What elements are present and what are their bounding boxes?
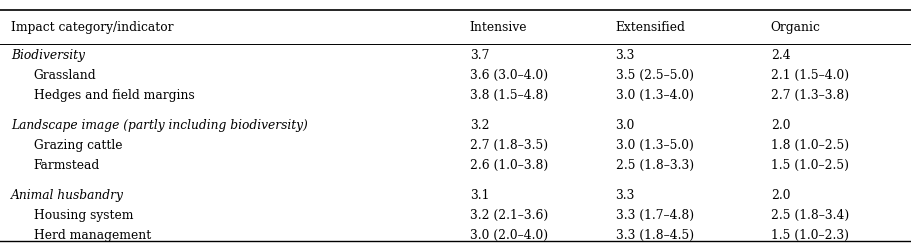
- Text: 3.3: 3.3: [615, 49, 634, 62]
- Text: Organic: Organic: [770, 21, 820, 33]
- Text: 3.2: 3.2: [469, 119, 488, 132]
- Text: Extensified: Extensified: [615, 21, 685, 33]
- Text: Herd management: Herd management: [34, 229, 151, 242]
- Text: Hedges and field margins: Hedges and field margins: [34, 89, 194, 102]
- Text: 3.3 (1.7–4.8): 3.3 (1.7–4.8): [615, 209, 693, 222]
- Text: Impact category/indicator: Impact category/indicator: [11, 21, 173, 33]
- Text: 3.5 (2.5–5.0): 3.5 (2.5–5.0): [615, 69, 693, 82]
- Text: 3.8 (1.5–4.8): 3.8 (1.5–4.8): [469, 89, 548, 102]
- Text: Landscape image (partly including biodiversity): Landscape image (partly including biodiv…: [11, 119, 307, 132]
- Text: Farmstead: Farmstead: [34, 159, 100, 172]
- Text: Biodiversity: Biodiversity: [11, 49, 85, 62]
- Text: Animal husbandry: Animal husbandry: [11, 189, 124, 201]
- Text: Intensive: Intensive: [469, 21, 527, 33]
- Text: 2.6 (1.0–3.8): 2.6 (1.0–3.8): [469, 159, 548, 172]
- Text: 3.6 (3.0–4.0): 3.6 (3.0–4.0): [469, 69, 548, 82]
- Text: 3.3: 3.3: [615, 189, 634, 201]
- Text: 2.7 (1.8–3.5): 2.7 (1.8–3.5): [469, 139, 548, 152]
- Text: 1.5 (1.0–2.5): 1.5 (1.0–2.5): [770, 159, 848, 172]
- Text: 3.0 (1.3–4.0): 3.0 (1.3–4.0): [615, 89, 693, 102]
- Text: 2.0: 2.0: [770, 119, 789, 132]
- Text: 3.3 (1.8–4.5): 3.3 (1.8–4.5): [615, 229, 693, 242]
- Text: 3.1: 3.1: [469, 189, 488, 201]
- Text: 2.5 (1.8–3.3): 2.5 (1.8–3.3): [615, 159, 693, 172]
- Text: 2.5 (1.8–3.4): 2.5 (1.8–3.4): [770, 209, 848, 222]
- Text: 3.0: 3.0: [615, 119, 634, 132]
- Text: 3.7: 3.7: [469, 49, 488, 62]
- Text: 3.2 (2.1–3.6): 3.2 (2.1–3.6): [469, 209, 548, 222]
- Text: Grassland: Grassland: [34, 69, 97, 82]
- Text: 2.4: 2.4: [770, 49, 790, 62]
- Text: 2.1 (1.5–4.0): 2.1 (1.5–4.0): [770, 69, 848, 82]
- Text: 3.0 (1.3–5.0): 3.0 (1.3–5.0): [615, 139, 692, 152]
- Text: 3.0 (2.0–4.0): 3.0 (2.0–4.0): [469, 229, 548, 242]
- Text: Grazing cattle: Grazing cattle: [34, 139, 122, 152]
- Text: 2.7 (1.3–3.8): 2.7 (1.3–3.8): [770, 89, 848, 102]
- Text: 2.0: 2.0: [770, 189, 789, 201]
- Text: Housing system: Housing system: [34, 209, 133, 222]
- Text: 1.5 (1.0–2.3): 1.5 (1.0–2.3): [770, 229, 848, 242]
- Text: 1.8 (1.0–2.5): 1.8 (1.0–2.5): [770, 139, 848, 152]
